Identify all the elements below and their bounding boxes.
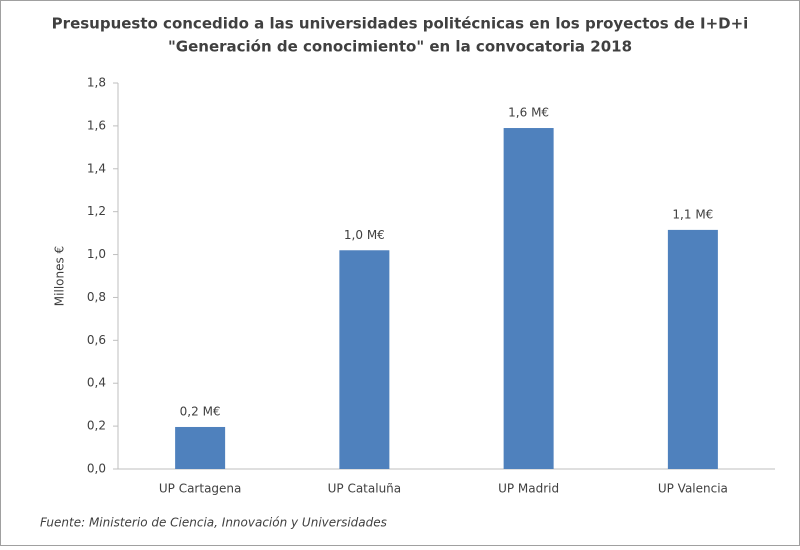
y-tick-label: 1,6 bbox=[87, 118, 106, 132]
value-label: 1,6 M€ bbox=[508, 106, 549, 120]
y-tick-label: 1,4 bbox=[87, 161, 106, 175]
value-label: 0,2 M€ bbox=[180, 404, 221, 418]
x-tick-label: UP Madrid bbox=[498, 482, 559, 496]
x-tick-label: UP Cataluña bbox=[328, 482, 402, 496]
source-note: Fuente: Ministerio de Ciencia, Innovació… bbox=[40, 516, 387, 530]
chart-title: "Generación de conocimiento" en la convo… bbox=[168, 38, 632, 56]
bar bbox=[175, 426, 226, 469]
x-tick-label: UP Valencia bbox=[658, 482, 728, 496]
value-label: 1,1 M€ bbox=[672, 207, 713, 221]
y-tick-label: 0,6 bbox=[87, 333, 106, 347]
bar bbox=[339, 250, 390, 469]
y-tick-label: 1,0 bbox=[87, 247, 106, 261]
y-tick-label: 0,0 bbox=[87, 462, 106, 476]
bar bbox=[667, 229, 718, 469]
y-tick-label: 1,8 bbox=[87, 76, 106, 90]
y-tick-label: 0,2 bbox=[87, 419, 106, 433]
y-axis-label: Millones € bbox=[53, 246, 67, 306]
value-label: 1,0 M€ bbox=[344, 228, 385, 242]
x-tick-label: UP Cartagena bbox=[159, 482, 242, 496]
chart-title: Presupuesto concedido a las universidade… bbox=[52, 15, 749, 33]
y-tick-label: 0,4 bbox=[87, 376, 106, 390]
y-tick-label: 1,2 bbox=[87, 204, 106, 218]
y-tick-label: 0,8 bbox=[87, 290, 106, 304]
bar bbox=[503, 128, 554, 470]
